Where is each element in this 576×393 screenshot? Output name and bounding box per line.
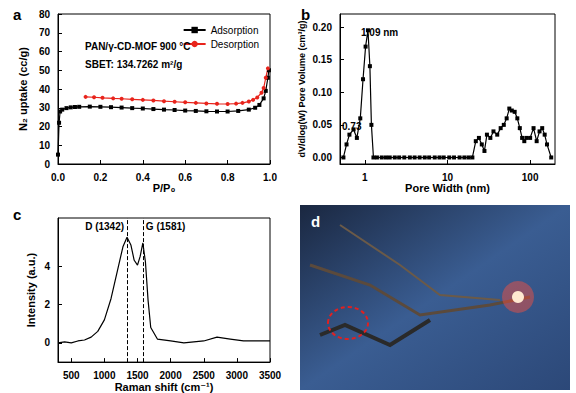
svg-text:2500: 2500 bbox=[193, 370, 216, 381]
svg-text:0.15: 0.15 bbox=[313, 54, 333, 65]
svg-text:2: 2 bbox=[44, 299, 50, 310]
svg-text:Raman shift (cm⁻¹): Raman shift (cm⁻¹) bbox=[115, 381, 214, 393]
svg-text:2000: 2000 bbox=[160, 370, 183, 381]
svg-text:70: 70 bbox=[39, 27, 51, 38]
svg-text:a: a bbox=[13, 6, 22, 23]
svg-text:d: d bbox=[311, 213, 320, 230]
svg-text:b: b bbox=[301, 6, 310, 23]
svg-text:P/P₀: P/P₀ bbox=[153, 182, 176, 194]
svg-text:Intensity (a.u.): Intensity (a.u.) bbox=[25, 252, 37, 327]
svg-text:10: 10 bbox=[442, 172, 454, 183]
svg-text:10: 10 bbox=[39, 140, 51, 151]
svg-text:1: 1 bbox=[362, 172, 368, 183]
svg-text:0.0: 0.0 bbox=[51, 172, 65, 183]
svg-text:20: 20 bbox=[39, 121, 51, 132]
svg-text:D (1342): D (1342) bbox=[85, 221, 124, 232]
svg-text:N₂ uptake (cc/g): N₂ uptake (cc/g) bbox=[17, 47, 29, 131]
svg-text:60: 60 bbox=[39, 46, 51, 57]
svg-text:PAN/γ-CD-MOF 900 °C: PAN/γ-CD-MOF 900 °C bbox=[85, 41, 191, 52]
svg-text:500: 500 bbox=[63, 370, 80, 381]
svg-text:c: c bbox=[13, 206, 21, 223]
svg-text:30: 30 bbox=[39, 102, 51, 113]
svg-text:0.8: 0.8 bbox=[221, 172, 235, 183]
svg-text:SBET: 134.7262 m²/g: SBET: 134.7262 m²/g bbox=[85, 59, 182, 70]
svg-text:4: 4 bbox=[44, 261, 50, 272]
svg-text:Adsorption: Adsorption bbox=[211, 25, 259, 36]
svg-text:0.4: 0.4 bbox=[136, 172, 150, 183]
svg-text:50: 50 bbox=[39, 65, 51, 76]
svg-text:1.0: 1.0 bbox=[263, 172, 277, 183]
svg-text:1.09 nm: 1.09 nm bbox=[361, 27, 398, 38]
svg-text:0.05: 0.05 bbox=[313, 119, 333, 130]
svg-text:0.2: 0.2 bbox=[93, 172, 107, 183]
svg-text:G (1581): G (1581) bbox=[146, 221, 185, 232]
svg-text:80: 80 bbox=[39, 9, 51, 20]
svg-text:1500: 1500 bbox=[126, 370, 149, 381]
svg-text:Desorption: Desorption bbox=[211, 39, 259, 50]
svg-text:0.6: 0.6 bbox=[178, 172, 192, 183]
svg-text:Pore Width (nm): Pore Width (nm) bbox=[405, 182, 490, 194]
svg-text:1000: 1000 bbox=[93, 370, 116, 381]
svg-text:0.10: 0.10 bbox=[313, 87, 333, 98]
svg-text:0.73: 0.73 bbox=[342, 121, 362, 132]
svg-text:3500: 3500 bbox=[259, 370, 282, 381]
svg-text:3000: 3000 bbox=[226, 370, 249, 381]
svg-text:100: 100 bbox=[522, 172, 539, 183]
svg-text:0: 0 bbox=[44, 159, 50, 170]
svg-text:0.00: 0.00 bbox=[313, 152, 333, 163]
svg-text:40: 40 bbox=[39, 84, 51, 95]
svg-text:0.20: 0.20 bbox=[313, 22, 333, 33]
svg-text:dV/dlog(W) Pore Volume (cm³/g): dV/dlog(W) Pore Volume (cm³/g) bbox=[297, 21, 307, 158]
svg-text:0: 0 bbox=[44, 337, 50, 348]
